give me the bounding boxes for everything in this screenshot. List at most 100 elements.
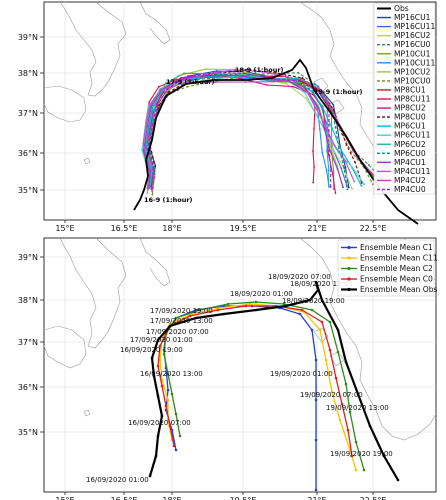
date-label: 19/09/2020 13:00: [326, 404, 389, 412]
coastline-italy: [59, 1, 127, 97]
track-point: [296, 77, 298, 80]
legend-label: Ensemble Mean C0: [360, 275, 433, 284]
track-point: [153, 167, 156, 170]
top-panel: 17-9 (1:hour) 18-9 (1:hour) 19-9 (1:hour…: [18, 1, 437, 233]
legend-label: Ensemble Mean C11: [360, 254, 438, 263]
track-point: [142, 143, 145, 145]
track-point: [313, 166, 315, 168]
legend-item-ensemble-mean-c11: Ensemble Mean C11: [341, 254, 438, 263]
track-point: [148, 101, 151, 103]
track-point: [145, 118, 148, 121]
legend-label: MP6CU11: [394, 131, 431, 140]
track-point: [168, 324, 172, 328]
track-point: [327, 169, 330, 172]
legend-label: MP16CU1: [394, 13, 431, 22]
legend-label: MP10CU1: [394, 49, 431, 58]
legend-label: MP10CU11: [394, 58, 435, 67]
date-label: 18/09/2020 01:00: [230, 290, 293, 298]
legend-label: Ensemble Mean C1: [360, 243, 433, 252]
lat-tick-label: 38°N: [18, 296, 38, 305]
coastline-sicily: [43, 325, 87, 369]
track-point: [146, 192, 149, 195]
track-point: [332, 188, 335, 191]
track-point: [350, 454, 354, 458]
track-point: [363, 183, 366, 186]
track-point: [317, 104, 320, 106]
track-point: [356, 392, 360, 396]
track-point: [325, 169, 328, 172]
track-point: [317, 106, 320, 109]
track-point: [342, 186, 345, 189]
date-label: 18/09/2020 19:00: [282, 297, 345, 305]
bottom-lat-ticks: 39°N 38°N 37°N 36°N 35°N: [18, 253, 44, 437]
track-point: [261, 70, 264, 73]
ensemble-track-ensemble-mean-c11: [159, 303, 357, 471]
legend-item-mp8cu1: MP8CU1: [377, 85, 426, 94]
legend-label: MP4CU2: [394, 176, 426, 185]
track-point: [368, 424, 372, 428]
bottom-ensemble-tracks: [148, 280, 400, 492]
track-point: [151, 193, 154, 196]
track-point: [141, 149, 144, 152]
track-point: [314, 398, 318, 402]
coastline-greece: [299, 237, 437, 441]
track-point: [147, 188, 149, 190]
track-point: [316, 109, 319, 111]
top-legend: ObsMP16CU1MP16CU11MP16CU2MP16CU0MP10CU1M…: [373, 2, 435, 195]
lon-tick-label: 21°E: [307, 224, 326, 233]
track-point: [244, 304, 248, 308]
track-point: [184, 76, 187, 79]
track-point: [248, 302, 252, 306]
track-point: [157, 86, 160, 88]
track-point: [155, 105, 158, 108]
track-point: [312, 181, 315, 184]
legend-item-mp4cu11: MP4CU11: [377, 167, 431, 176]
track-point: [328, 320, 332, 324]
track-point: [353, 180, 356, 183]
ensemble-track-ensemble-mean-c2: [163, 301, 365, 471]
track-point: [233, 68, 236, 71]
legend-label: MP8CU2: [394, 104, 426, 113]
lat-tick-label: 35°N: [18, 186, 38, 195]
lat-tick-label: 36°N: [18, 149, 38, 158]
track-point: [347, 186, 350, 189]
obs-track: [133, 58, 419, 225]
top-model-tracks: [133, 58, 419, 225]
legend-label: MP16CU11: [394, 22, 435, 31]
track-point: [325, 126, 327, 129]
date-label: 17/09/2020 19:00: [150, 307, 213, 315]
track-point: [330, 107, 333, 110]
coastline-sicily: [43, 85, 87, 123]
track-point: [216, 308, 220, 312]
date-label: 19/09/2020 07:00: [300, 391, 363, 399]
legend-label: MP8CU11: [394, 95, 431, 104]
track-point: [159, 90, 161, 93]
track-point: [396, 478, 400, 482]
track-point: [306, 91, 309, 94]
legend-marker: [347, 287, 351, 292]
track-point: [226, 302, 230, 306]
track-point: [148, 124, 151, 126]
lon-tick-label: 19.5°E: [230, 496, 257, 500]
track-point: [148, 474, 152, 478]
track-point: [351, 166, 354, 169]
track-point: [166, 388, 170, 392]
legend-item-mp16cu0: MP16CU0: [377, 40, 431, 49]
track-point: [332, 104, 335, 106]
date-label: 16/09/2020 13:00: [140, 370, 203, 378]
track-point: [314, 438, 318, 442]
track-point: [318, 328, 322, 332]
track-point: [324, 358, 328, 362]
track-point: [156, 338, 160, 342]
legend-label: Obs: [394, 4, 409, 13]
track-point: [371, 183, 374, 186]
track-point: [320, 298, 324, 302]
legend-label: MP6CU2: [394, 140, 426, 149]
track-point: [336, 167, 339, 170]
track-point: [232, 75, 234, 78]
track-point: [340, 167, 343, 170]
track-point: [317, 90, 320, 93]
